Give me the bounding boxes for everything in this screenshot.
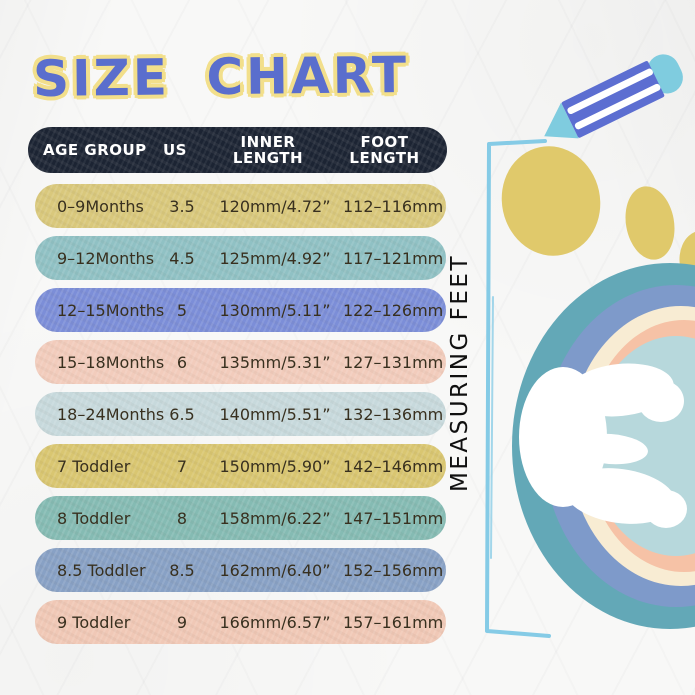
age-group-cell: 7 Toddler [57,456,131,476]
foot-length-cell: 122–126mm [343,300,444,320]
us-size-cell: 4.5 [169,248,195,268]
table-row: 0–9Months 3.5 120mm/4.72” 112–116mm [35,184,446,228]
baby-foot-illustration [501,146,695,629]
foot-length-cell: 117–121mm [343,248,444,268]
header-us-size: US [163,141,187,159]
big-toe-shape [501,146,601,256]
age-group-cell: 9 Toddler [57,612,131,632]
measuring-feet-label: MEASURING FEET [447,254,473,492]
us-size-cell: 3.5 [169,196,195,216]
age-group-cell: 12–15Months [57,300,165,320]
foot-pad-center [590,336,695,556]
foot-length-cell: 142–146mm [343,456,444,476]
us-size-cell: 5 [176,300,188,320]
foot-arch-white-shape [519,363,687,528]
inner-length-cell: 125mm/4.92” [219,248,331,268]
table-row: 12–15Months 5 130mm/5.11” 122–126mm [35,288,446,332]
foot-length-cell: 127–131mm [343,352,444,372]
size-table: AGE GROUP US INNER LENGTH FOOT LENGTH 0–… [35,127,447,652]
foot-pad-outer-ring [512,263,695,629]
age-group-cell: 8.5 Toddler [57,560,146,580]
table-row: 15–18Months 6 135mm/5.31” 127–131mm [35,340,446,384]
inner-length-cell: 158mm/6.22” [219,508,331,528]
foot-length-cell: 157–161mm [343,612,444,632]
foot-length-cell: 152–156mm [343,560,444,580]
age-group-cell: 18–24Months [57,404,165,424]
us-size-cell: 8.5 [169,560,195,580]
pencil-icon [544,54,683,139]
age-group-cell: 8 Toddler [57,508,131,528]
table-row: 7 Toddler 7 150mm/5.90” 142–146mm [35,444,446,488]
table-row: 9–12Months 4.5 125mm/4.92” 117–121mm [35,236,446,280]
foot-length-cell: 112–116mm [343,196,444,216]
us-size-cell: 9 [176,612,188,632]
us-size-cell: 7 [176,456,188,476]
us-size-cell: 6 [176,352,188,372]
inner-length-cell: 120mm/4.72” [219,196,331,216]
foot-length-cell: 132–136mm [343,404,444,424]
header-age-group: AGE GROUP [43,141,147,159]
page-title: SIZE CHART [32,46,410,108]
header-foot-length: FOOT LENGTH [349,132,420,167]
inner-length-cell: 166mm/6.57” [219,612,331,632]
foot-pad-peach-ring [586,320,695,572]
foot-pad-cream-ring [569,306,695,586]
inner-length-cell: 130mm/5.11” [219,300,331,320]
second-toe-shape [625,186,675,260]
third-toe-shape [679,230,695,298]
inner-length-cell: 150mm/5.90” [219,456,331,476]
inner-length-cell: 162mm/6.40” [219,560,331,580]
age-group-cell: 15–18Months [57,352,165,372]
table-row: 9 Toddler 9 166mm/6.57” 157–161mm [35,600,446,644]
table-header-row: AGE GROUP US INNER LENGTH FOOT LENGTH [28,127,447,173]
table-row: 18–24Months 6.5 140mm/5.51” 132–136mm [35,392,446,436]
foot-length-cell: 147–151mm [343,508,444,528]
measuring-bracket [485,139,551,638]
table-row: 8 Toddler 8 158mm/6.22” 147–151mm [35,496,446,540]
us-size-cell: 8 [176,508,188,528]
age-group-cell: 9–12Months [57,248,155,268]
table-row: 8.5 Toddler 8.5 162mm/6.40” 152–156mm [35,548,446,592]
us-size-cell: 6.5 [169,404,195,424]
age-group-cell: 0–9Months [57,196,144,216]
foot-pad-blue-ring [543,285,695,607]
inner-length-cell: 135mm/5.31” [219,352,331,372]
inner-length-cell: 140mm/5.51” [219,404,331,424]
header-inner-length: INNER LENGTH [232,132,304,167]
